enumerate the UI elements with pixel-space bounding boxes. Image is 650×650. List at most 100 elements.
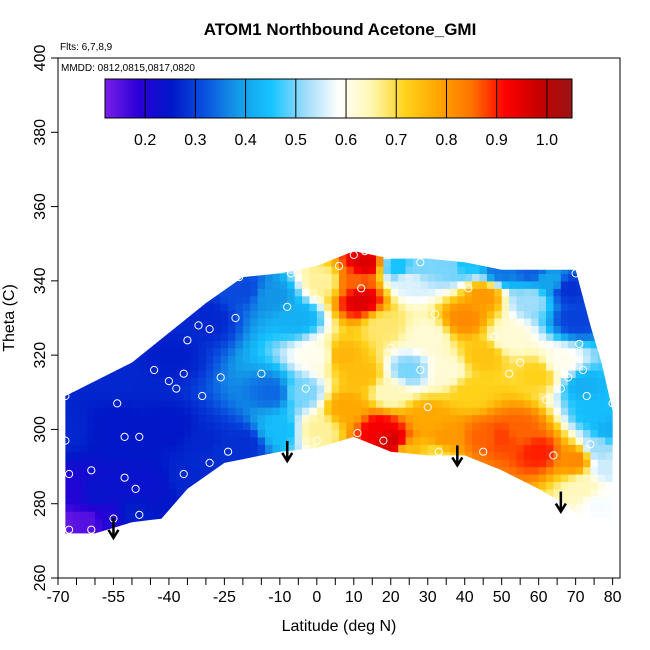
field-cell	[531, 444, 540, 453]
field-cell	[265, 355, 274, 364]
field-cell	[287, 251, 296, 252]
field-cell	[287, 407, 296, 416]
field-cell	[65, 481, 74, 490]
field-cell	[390, 332, 399, 341]
field-cell	[176, 347, 185, 356]
field-cell	[257, 251, 266, 260]
field-cell	[560, 399, 569, 408]
field-cell	[435, 407, 444, 416]
field-cell	[80, 496, 89, 505]
field-cell	[353, 288, 362, 297]
field-cell	[442, 429, 451, 438]
field-cell	[154, 511, 163, 520]
field-cell	[65, 251, 66, 252]
field-cell	[265, 370, 274, 379]
field-cell	[472, 340, 481, 349]
field-cell	[272, 332, 281, 341]
field-cell	[560, 526, 569, 534]
sample-point	[87, 466, 96, 475]
field-cell	[346, 332, 355, 341]
field-cell	[546, 474, 555, 483]
field-cell	[316, 303, 325, 312]
field-cell	[449, 503, 458, 512]
field-cell	[191, 332, 200, 341]
field-cell	[509, 392, 518, 401]
field-cell	[590, 258, 599, 267]
field-cell	[420, 280, 429, 289]
field-cell	[442, 444, 451, 453]
field-cell	[191, 310, 200, 319]
field-cell	[590, 496, 599, 505]
field-cell	[198, 318, 207, 327]
field-cell	[72, 258, 81, 267]
field-cell	[287, 280, 296, 289]
field-cell	[339, 251, 347, 252]
field-cell	[457, 318, 466, 327]
field-cell	[250, 251, 259, 260]
field-cell	[250, 332, 259, 341]
field-cell	[191, 280, 200, 289]
field-cell	[420, 288, 429, 297]
field-cell	[65, 280, 66, 289]
field-cell	[294, 451, 303, 460]
field-cell	[272, 459, 281, 468]
field-cell	[553, 407, 562, 416]
field-cell	[168, 518, 177, 527]
field-cell	[412, 273, 421, 282]
field-cell	[220, 347, 229, 356]
field-cell	[154, 288, 163, 297]
field-cell	[198, 399, 207, 408]
field-cell	[309, 280, 318, 289]
field-cell	[575, 251, 584, 252]
field-cell	[331, 318, 340, 327]
field-cell	[486, 266, 495, 275]
field-cell	[398, 384, 407, 393]
field-cell	[427, 399, 436, 408]
field-cell	[339, 466, 347, 475]
field-cell	[516, 474, 525, 483]
field-cell	[168, 422, 177, 431]
field-cell	[479, 377, 488, 386]
field-cell	[412, 503, 421, 512]
field-cell	[250, 526, 259, 534]
field-cell	[191, 273, 200, 282]
field-cell	[139, 414, 148, 423]
field-cell	[501, 266, 510, 275]
field-cell	[324, 310, 333, 319]
field-cell	[176, 407, 185, 416]
field-cell	[590, 414, 599, 423]
field-cell	[479, 310, 488, 319]
field-cell	[191, 318, 200, 327]
field-cell	[324, 347, 333, 356]
field-cell	[375, 518, 384, 527]
field-cell	[272, 377, 281, 386]
field-cell	[161, 370, 170, 379]
field-cell	[161, 474, 170, 483]
field-cell	[427, 392, 436, 401]
field-cell	[124, 288, 133, 297]
field-cell	[361, 518, 370, 527]
field-cell	[486, 399, 495, 408]
field-cell	[324, 511, 333, 520]
field-cell	[331, 362, 340, 371]
field-cell	[420, 466, 429, 475]
field-cell	[205, 511, 214, 520]
field-cell	[176, 518, 185, 527]
field-cell	[94, 318, 103, 327]
field-cell	[109, 340, 118, 349]
field-cell	[72, 392, 81, 401]
field-cell	[494, 347, 503, 356]
field-cell	[302, 325, 311, 334]
field-cell	[154, 436, 163, 445]
field-cell	[102, 310, 111, 319]
field-cell	[102, 407, 111, 416]
sample-point	[235, 273, 244, 282]
field-cell	[479, 318, 488, 327]
field-cell	[272, 384, 281, 393]
field-cell	[265, 488, 274, 497]
field-cell	[272, 466, 281, 475]
field-cell	[449, 511, 458, 520]
field-cell	[472, 355, 481, 364]
field-cell	[486, 318, 495, 327]
field-cell	[65, 340, 66, 349]
